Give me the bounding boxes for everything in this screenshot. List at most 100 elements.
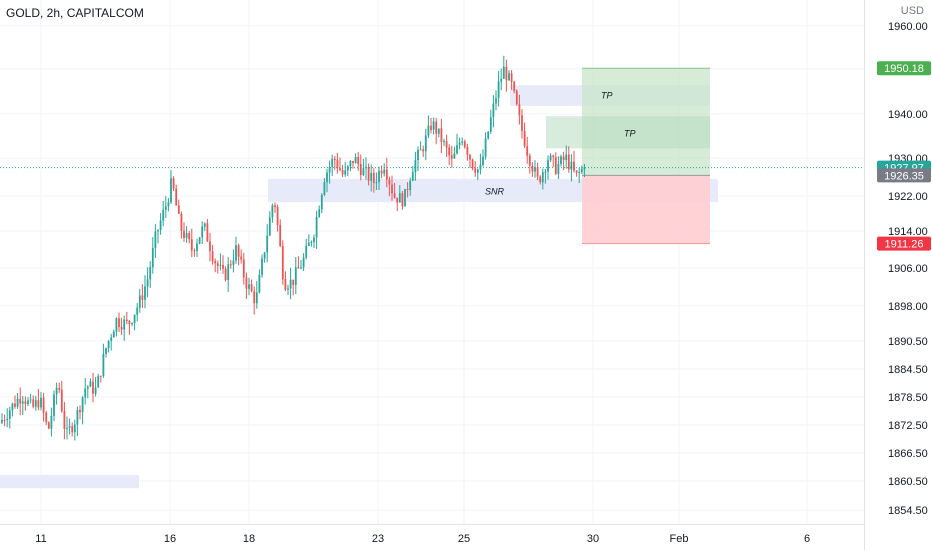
time-tick-label: Feb (670, 533, 689, 545)
price-tick-label: 1960.00 (888, 21, 928, 33)
candle-body (302, 257, 305, 268)
candle-body (188, 233, 191, 240)
candle-body (495, 98, 497, 104)
candle-body (385, 169, 388, 180)
candle-body (32, 399, 35, 407)
candle-body (323, 182, 326, 195)
price-tick-label: 1860.50 (888, 476, 928, 488)
candle-body (292, 279, 295, 285)
candle-body (424, 135, 427, 152)
candle-body (547, 160, 549, 172)
candle-body (79, 409, 81, 413)
long-position-tool[interactable] (546, 67, 710, 245)
candle-body (242, 259, 245, 278)
candle-body (492, 103, 495, 118)
candle-body (268, 217, 271, 236)
candle-body (445, 141, 448, 148)
candle-body (570, 161, 573, 170)
candle-body (266, 235, 269, 253)
candle-body (216, 263, 219, 266)
candle-body (357, 156, 360, 165)
candle-body (320, 194, 323, 210)
candle-body (99, 375, 102, 377)
candle-body (250, 284, 253, 292)
candle-body (297, 267, 300, 269)
candle-body (430, 125, 432, 131)
candle-body (203, 223, 206, 227)
candle-body (81, 397, 84, 413)
candle-body (474, 168, 477, 173)
candle-body (261, 258, 263, 275)
candle-body (92, 381, 94, 394)
candle-body (502, 66, 505, 79)
candle-body (367, 167, 370, 181)
candle-body (549, 155, 552, 161)
price-tick-label: 1922.00 (888, 191, 928, 203)
price-axis: 1960.001950.001940.001930.001922.001914.… (864, 0, 932, 550)
candle-body (3, 420, 6, 422)
candle-body (487, 131, 490, 139)
candle-body (42, 397, 45, 413)
candle-body (466, 147, 469, 155)
candle-body (159, 220, 162, 231)
candle-body (40, 397, 42, 408)
candle-body (398, 193, 401, 203)
candle-body (11, 403, 14, 411)
candle-body (391, 184, 393, 194)
candle-body (190, 239, 193, 251)
candle-body (528, 155, 531, 166)
time-tick-label: 25 (458, 533, 470, 545)
candle-body (8, 410, 11, 419)
candle-body (164, 206, 167, 210)
candle-body (73, 424, 76, 433)
candle-body (578, 172, 581, 174)
candle-body (310, 241, 313, 243)
candle-body (393, 193, 396, 198)
take-profit-label: TP (624, 128, 636, 138)
candle-body (284, 279, 287, 290)
candle-body (112, 331, 115, 338)
candle-body (180, 213, 183, 231)
candle-body (45, 412, 48, 423)
candle-body (120, 327, 123, 330)
candle-body (508, 73, 510, 81)
candle-body (118, 318, 120, 328)
candle-body (263, 252, 266, 259)
candle-body (287, 288, 289, 290)
price-label-badge (877, 236, 931, 251)
chart-grid (0, 0, 864, 524)
candle-body (253, 291, 256, 304)
candle-body (271, 205, 274, 218)
candle-body (560, 156, 562, 165)
price-label-text: 1911.26 (885, 239, 924, 251)
candle-body (554, 157, 557, 174)
candle-body (372, 172, 375, 183)
candle-body (380, 170, 383, 174)
price-tick-label: 1878.50 (888, 392, 928, 404)
candle-body (427, 125, 430, 136)
candle-body (55, 387, 58, 395)
candle-body (482, 156, 484, 165)
candle-body (110, 337, 113, 341)
candle-body (333, 158, 336, 161)
candle-body (107, 340, 110, 349)
time-tick-label: 11 (35, 533, 46, 545)
candle-body (6, 418, 9, 421)
candle-body (450, 155, 453, 159)
candle-body (489, 117, 492, 132)
candle-body (583, 167, 586, 170)
candle-body (76, 409, 79, 425)
candle-body (21, 401, 24, 404)
candle-body (224, 268, 227, 280)
price-tick-label: 1866.50 (888, 448, 928, 460)
time-axis: 11 16 18 23 25 30 Feb 6 (0, 524, 864, 550)
price-label-badge (877, 61, 931, 76)
candle-body (136, 307, 139, 315)
candle-body (245, 277, 248, 289)
candle-body (222, 264, 224, 269)
candle-body (211, 251, 214, 262)
candle-body (396, 197, 399, 203)
candle-body (523, 130, 526, 147)
candle-body (175, 188, 178, 206)
